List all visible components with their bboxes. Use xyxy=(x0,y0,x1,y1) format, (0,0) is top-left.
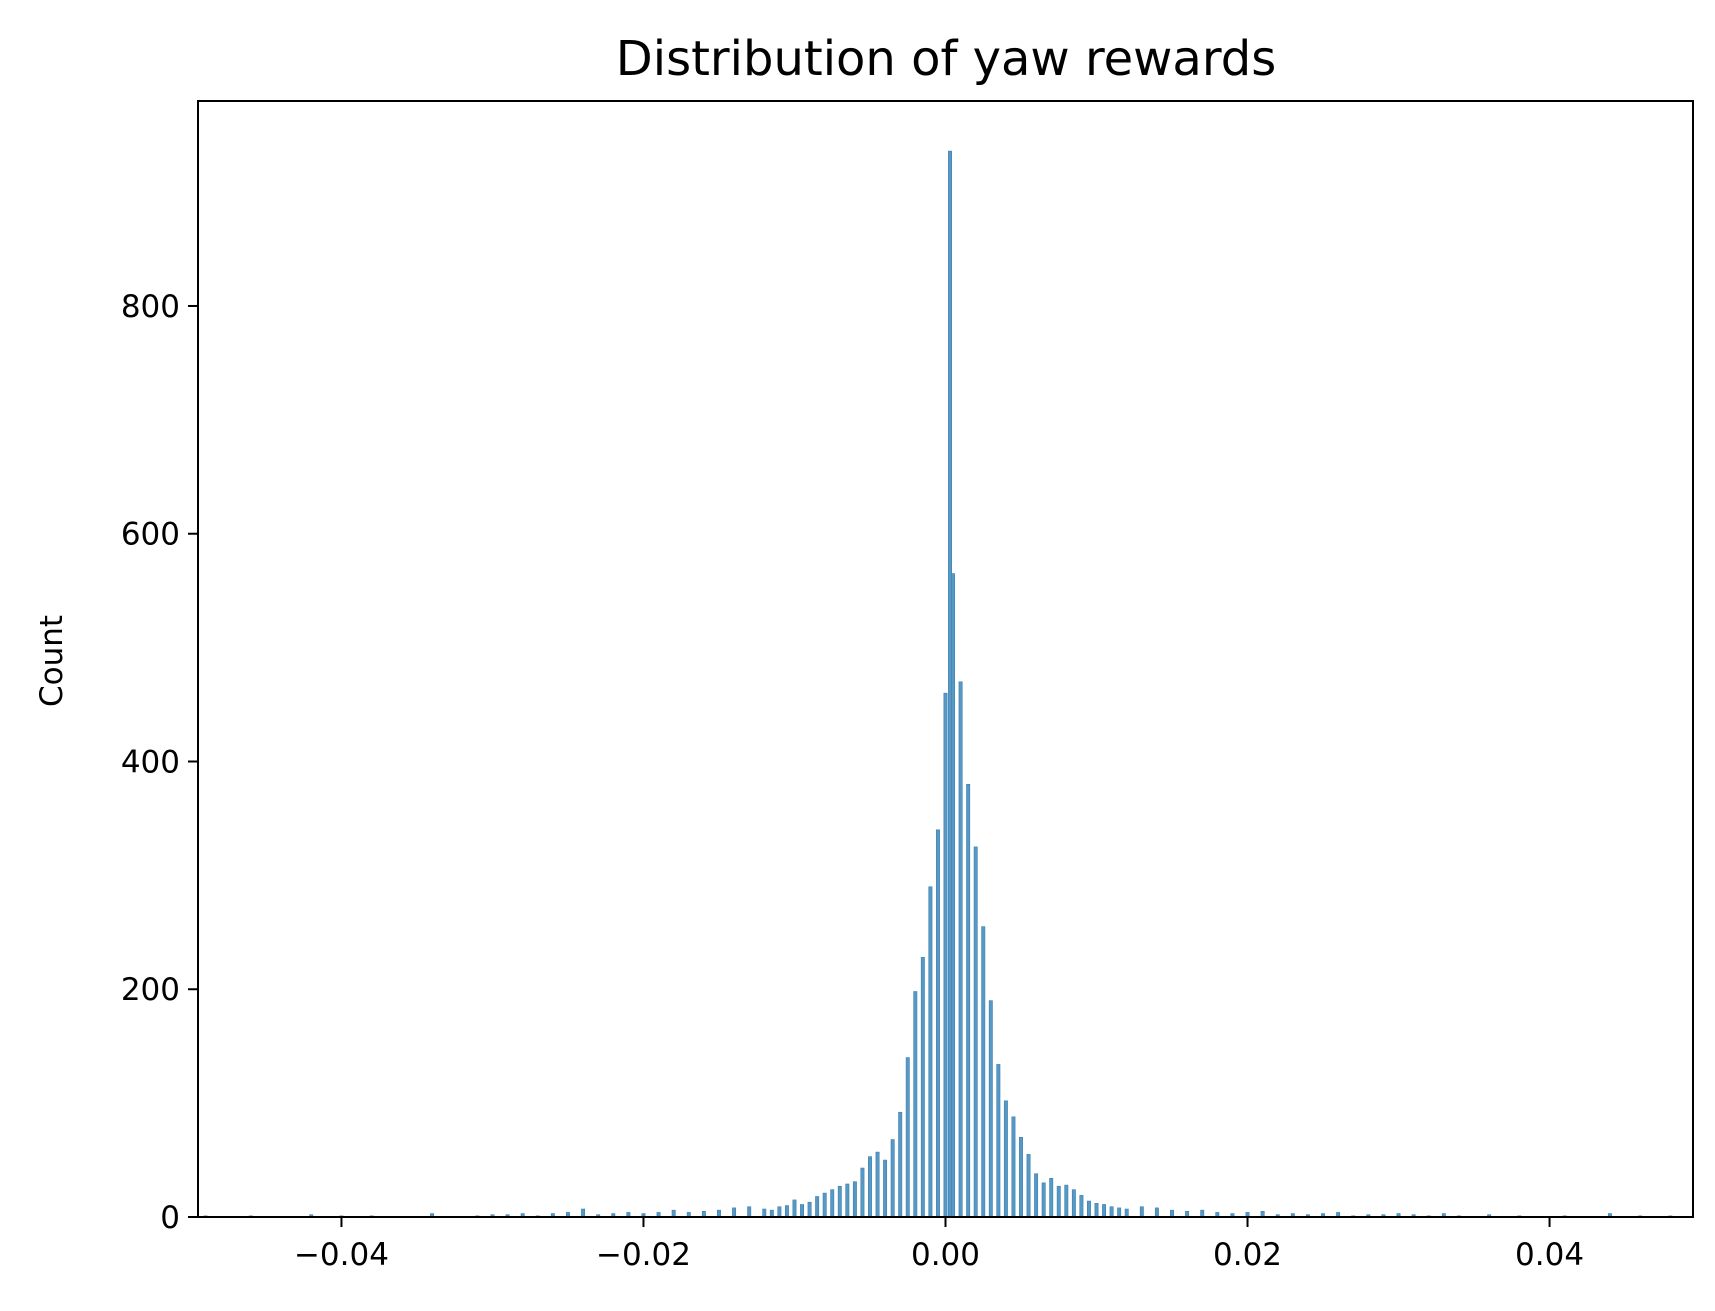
x-tick-label: −0.04 xyxy=(294,1237,389,1273)
histogram-bar xyxy=(875,1151,880,1218)
histogram-bar xyxy=(845,1183,850,1218)
histogram-bar xyxy=(852,1181,857,1218)
histogram-bar xyxy=(860,1167,865,1218)
y-tick-label: 400 xyxy=(121,744,180,780)
histogram-bar xyxy=(1102,1204,1107,1218)
histogram-bar xyxy=(1003,1100,1008,1218)
histogram-bar xyxy=(822,1192,827,1218)
histogram-bar xyxy=(973,846,978,1218)
histogram-bar xyxy=(935,829,940,1218)
x-tick-label: −0.02 xyxy=(596,1237,691,1273)
histogram-bar xyxy=(1079,1195,1084,1218)
histogram-bar xyxy=(943,692,948,1218)
histogram-bar xyxy=(1056,1185,1061,1218)
histogram-bar xyxy=(966,783,971,1218)
histogram-bar xyxy=(1026,1154,1031,1218)
histogram-bar xyxy=(717,1209,721,1218)
histogram-bar xyxy=(747,1206,752,1218)
y-tick-label: 0 xyxy=(160,1200,180,1236)
histogram-bar xyxy=(898,1111,903,1218)
histogram-bar xyxy=(996,1064,1001,1218)
histogram-bar xyxy=(815,1196,820,1218)
histogram-bar xyxy=(988,1000,993,1218)
histogram-bar xyxy=(1019,1136,1023,1218)
histogram-bar xyxy=(732,1207,737,1218)
y-tick-label: 200 xyxy=(121,972,180,1008)
bars-group xyxy=(203,150,1673,1218)
histogram-bar xyxy=(1041,1182,1046,1218)
histogram-bar xyxy=(1087,1200,1091,1218)
histogram-bar xyxy=(792,1199,797,1218)
histogram-bar xyxy=(800,1204,805,1218)
histogram-bar xyxy=(1109,1206,1114,1218)
x-tick-label: 0.02 xyxy=(1213,1237,1282,1273)
histogram-bar xyxy=(958,681,963,1218)
histogram-bar xyxy=(920,957,925,1218)
histogram-bar xyxy=(1034,1173,1039,1218)
histogram-bar xyxy=(1049,1177,1054,1218)
histogram-bar xyxy=(784,1205,789,1218)
histogram-bar xyxy=(1011,1116,1016,1218)
histogram-bar xyxy=(1071,1189,1076,1218)
y-axis-label: Count xyxy=(34,615,70,707)
chart-title: Distribution of yaw rewards xyxy=(616,31,1276,87)
histogram-bar xyxy=(1124,1208,1129,1218)
histogram-bar xyxy=(1154,1207,1159,1218)
histogram-bar xyxy=(1200,1209,1205,1218)
histogram-bar xyxy=(1139,1206,1144,1218)
histogram-bar xyxy=(1170,1209,1174,1218)
histogram-bar xyxy=(868,1156,872,1218)
x-tick-label: 0.04 xyxy=(1515,1237,1584,1273)
histogram-bar xyxy=(951,573,956,1218)
histogram-bar xyxy=(762,1208,767,1218)
histogram-bar xyxy=(928,886,933,1218)
histogram-bar xyxy=(913,991,918,1218)
histogram-bar xyxy=(769,1209,774,1218)
histogram-bar xyxy=(807,1201,812,1218)
y-tick-label: 800 xyxy=(121,289,180,325)
histogram-bar xyxy=(1117,1207,1122,1218)
histogram-bar xyxy=(671,1209,676,1218)
histogram-bar xyxy=(830,1189,835,1218)
histogram-bar xyxy=(883,1159,888,1218)
histogram-bar xyxy=(777,1206,782,1218)
x-axis: −0.04 −0.02 0.00 0.02 0.04 xyxy=(294,1217,1584,1273)
histogram-bar xyxy=(837,1185,842,1218)
plot-frame xyxy=(197,100,1694,1218)
histogram-bar xyxy=(581,1208,586,1218)
y-axis: 0 200 400 600 800 xyxy=(121,289,198,1236)
histogram-bar xyxy=(981,926,986,1218)
histogram-bar xyxy=(1094,1203,1099,1218)
histogram-bar xyxy=(905,1057,910,1218)
histogram-bar xyxy=(1064,1184,1069,1218)
x-tick-label: 0.00 xyxy=(911,1237,980,1273)
histogram-bar xyxy=(890,1139,895,1218)
y-tick-label: 600 xyxy=(121,517,180,553)
